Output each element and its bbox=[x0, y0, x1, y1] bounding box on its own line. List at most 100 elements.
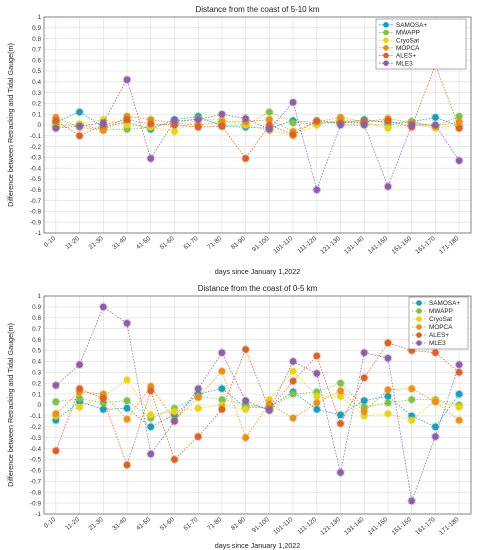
x-tick-label: 171-180 bbox=[438, 235, 461, 256]
data-point bbox=[430, 432, 440, 442]
data-point bbox=[383, 116, 393, 126]
data-point bbox=[288, 130, 298, 140]
y-tick-label: -1 bbox=[35, 511, 41, 518]
y-tick-label: -0.1 bbox=[30, 413, 41, 420]
data-point bbox=[51, 397, 61, 407]
x-tick-label: 31-40 bbox=[111, 235, 128, 251]
x-axis-label: days since January 1,2022 bbox=[215, 267, 301, 276]
data-point bbox=[383, 353, 393, 363]
data-point bbox=[312, 185, 322, 195]
y-tick-label: 0.2 bbox=[32, 101, 41, 108]
data-point bbox=[454, 402, 464, 412]
x-tick-label: 111-120 bbox=[296, 235, 318, 255]
chart-panel-1: -1 -0.9 -0.8 -0.7 -0.6 -0.5 -0.4 -0.3 -0.2 -0.1 0 0… bbox=[6, 5, 472, 276]
data-point bbox=[193, 392, 203, 402]
data-point bbox=[217, 404, 227, 414]
x-tick-label: 111-120 bbox=[296, 516, 318, 536]
data-point bbox=[430, 397, 440, 407]
y-tick-label: 0.6 bbox=[32, 337, 41, 344]
data-point bbox=[193, 115, 203, 125]
series-line-1 bbox=[55, 388, 460, 428]
x-tick-label: 151-160 bbox=[391, 235, 414, 256]
legend-label-2: MWAPP bbox=[429, 308, 453, 315]
data-point bbox=[407, 384, 417, 394]
data-point bbox=[122, 115, 132, 125]
y-tick-label: -0.7 bbox=[30, 479, 41, 486]
legend-marker-1 bbox=[383, 22, 389, 28]
data-point bbox=[454, 123, 464, 133]
data-point bbox=[51, 116, 61, 126]
data-point bbox=[288, 356, 298, 366]
data-point bbox=[75, 131, 85, 141]
series-line-4 bbox=[55, 115, 460, 132]
data-point bbox=[336, 468, 346, 478]
series-line-6 bbox=[55, 306, 460, 503]
data-point bbox=[241, 344, 251, 354]
data-point bbox=[288, 376, 298, 386]
data-point bbox=[407, 496, 417, 506]
y-tick-label: 0.4 bbox=[32, 79, 41, 86]
data-point bbox=[312, 116, 322, 126]
x-tick-label: 71-80 bbox=[206, 235, 223, 251]
y-tick-label: 0.5 bbox=[32, 68, 41, 75]
y-tick-label: -0.8 bbox=[30, 489, 41, 496]
data-point bbox=[75, 107, 85, 117]
data-point bbox=[193, 122, 203, 132]
data-point bbox=[264, 124, 274, 134]
x-tick-label: 81-90 bbox=[230, 235, 247, 251]
data-point bbox=[288, 413, 298, 423]
x-tick-label: 121-130 bbox=[319, 235, 342, 256]
legend-marker-2 bbox=[416, 308, 422, 314]
legend-box bbox=[375, 18, 467, 70]
legend-label-5: ALES+ bbox=[396, 53, 416, 60]
legend-marker-3 bbox=[416, 316, 422, 322]
data-point bbox=[217, 366, 227, 376]
data-point bbox=[383, 398, 393, 408]
data-point bbox=[336, 419, 346, 429]
y-tick-label: 0.7 bbox=[32, 326, 41, 333]
data-point bbox=[359, 348, 369, 358]
data-point bbox=[217, 121, 227, 131]
y-tick-label: -0.3 bbox=[30, 155, 41, 162]
data-point bbox=[169, 407, 179, 417]
y-tick-label: -0.7 bbox=[30, 198, 41, 205]
data-point bbox=[383, 338, 393, 348]
data-point bbox=[383, 385, 393, 395]
data-point bbox=[312, 398, 322, 408]
y-tick-label: 0.4 bbox=[32, 359, 41, 366]
x-tick-label: 141-150 bbox=[367, 516, 390, 537]
plot-frame bbox=[43, 16, 472, 234]
legend-marker-5 bbox=[416, 332, 422, 338]
data-point bbox=[264, 405, 274, 415]
y-tick-label: -0.6 bbox=[30, 468, 41, 475]
y-tick-label: -0.9 bbox=[30, 219, 41, 226]
data-point bbox=[146, 422, 156, 432]
legend-label-4: MOPCA bbox=[429, 324, 453, 331]
y-tick-label: 0.9 bbox=[32, 25, 41, 32]
data-point bbox=[51, 123, 61, 133]
y-tick-label: 0.8 bbox=[32, 36, 41, 43]
data-point bbox=[122, 396, 132, 406]
data-point bbox=[122, 460, 132, 470]
data-point bbox=[241, 114, 251, 124]
data-point bbox=[336, 120, 346, 130]
data-point bbox=[430, 348, 440, 358]
y-tick-label: 0 bbox=[37, 402, 41, 409]
legend-label-1: SAMOSA+ bbox=[429, 300, 460, 307]
x-tick-label: 91-100 bbox=[251, 235, 271, 253]
data-point bbox=[407, 120, 417, 130]
data-point bbox=[336, 410, 346, 420]
data-point bbox=[217, 384, 227, 394]
x-tick-label: 51-60 bbox=[159, 235, 176, 251]
data-point bbox=[241, 433, 251, 443]
y-tick-label: 1 bbox=[37, 14, 41, 21]
y-tick-label: 0.8 bbox=[32, 315, 41, 322]
x-tick-label: 121-130 bbox=[319, 516, 342, 537]
series-line-3 bbox=[55, 370, 460, 421]
data-point bbox=[217, 348, 227, 358]
data-point bbox=[383, 182, 393, 192]
data-point bbox=[75, 402, 85, 412]
x-tick-label: 51-60 bbox=[159, 516, 176, 532]
